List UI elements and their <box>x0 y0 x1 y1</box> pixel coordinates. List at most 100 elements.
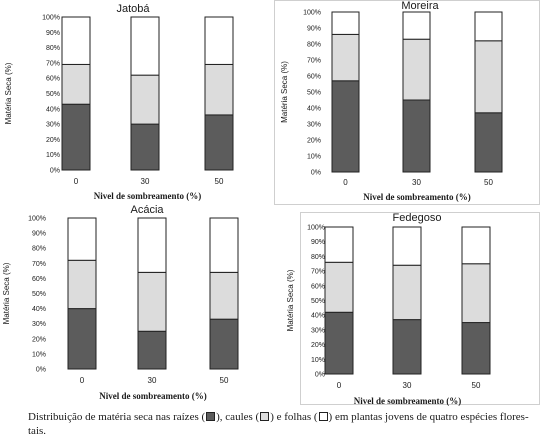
x-tick-label: 50 <box>220 376 229 385</box>
chart-title: Acácia <box>130 204 164 216</box>
bar-segment-caule <box>474 40 503 114</box>
caption-text-3: ) e folhas ( <box>270 411 318 423</box>
y-tick-label: 80% <box>46 45 60 52</box>
chart-svg: Fedegoso 0% 10% 20% 30% 40% 50% 60% 70% 80% 90% 100… <box>286 212 491 406</box>
bar-segment-raiz <box>474 112 503 173</box>
x-tick-label: 50 <box>472 381 481 390</box>
bar-segment-raiz <box>137 330 167 370</box>
y-tick-label: 40% <box>311 313 325 320</box>
bar-segment-folha <box>324 226 354 263</box>
x-tick-label: 30 <box>148 376 157 385</box>
bar-segment-caule <box>461 263 491 324</box>
bar-segment-folha <box>331 11 360 35</box>
bar-segment-raiz <box>324 311 354 375</box>
y-tick-label: 20% <box>311 342 325 349</box>
chart-panel-moreira: Moreira 0% 10% 20% 30% 40% 50% 60% 70% 80% 90% 100%… <box>274 0 540 205</box>
bar-segment-raiz <box>130 123 160 171</box>
bar-segment-caule <box>324 261 354 313</box>
y-tick-label: 100% <box>28 216 46 223</box>
caption-text-5: tais. <box>28 425 47 437</box>
y-tick-label: 20% <box>307 138 321 145</box>
y-tick-label: 100% <box>307 225 325 232</box>
chart-title: Fedegoso <box>393 212 442 224</box>
y-tick-label: 90% <box>46 30 60 37</box>
bar-segment-folha <box>130 16 160 76</box>
bar-segment-folha <box>474 11 503 42</box>
y-tick-label: 0% <box>50 168 60 175</box>
chart-title: Moreira <box>401 0 439 12</box>
y-tick-label: 100% <box>303 10 321 17</box>
bar-segment-raiz <box>402 99 431 173</box>
y-tick-label: 10% <box>307 154 321 161</box>
bar-segment-folha <box>392 226 422 266</box>
y-tick-label: 40% <box>307 106 321 113</box>
bar-segment-raiz <box>392 319 422 375</box>
x-axis-label: Nivel de sombreamento (%) <box>354 396 462 406</box>
y-tick-label: 10% <box>46 152 60 159</box>
y-tick-label: 70% <box>32 261 46 268</box>
y-tick-label: 10% <box>311 357 325 364</box>
y-tick-label: 80% <box>311 254 325 261</box>
y-tick-label: 30% <box>46 122 60 129</box>
x-tick-label: 0 <box>74 177 79 186</box>
y-tick-label: 80% <box>32 246 46 253</box>
x-axis-label: Nivel de sombreamento (%) <box>94 191 202 201</box>
y-tick-label: 90% <box>311 239 325 246</box>
bar-segment-caule <box>137 271 167 332</box>
legend-swatch-caule <box>260 412 270 421</box>
y-tick-label: 60% <box>311 283 325 290</box>
bar-segment-folha <box>61 16 91 65</box>
x-axis-label: Nivel de sombreamento (%) <box>363 192 471 202</box>
x-tick-label: 30 <box>141 177 150 186</box>
y-tick-label: 50% <box>311 298 325 305</box>
bar-segment-caule <box>61 63 91 105</box>
x-tick-label: 30 <box>412 178 421 187</box>
bar-segment-caule <box>67 259 97 310</box>
caption-text-1: Distribuição de matéria seca nas raízes … <box>28 411 206 423</box>
y-tick-label: 70% <box>307 58 321 65</box>
bar-segment-folha <box>461 226 491 265</box>
y-tick-label: 50% <box>32 291 46 298</box>
x-tick-label: 50 <box>484 178 493 187</box>
bar-segment-raiz <box>204 114 234 171</box>
y-tick-label: 70% <box>311 269 325 276</box>
y-tick-label: 0% <box>36 367 46 374</box>
y-tick-label: 80% <box>307 42 321 49</box>
bar-segment-caule <box>331 33 360 82</box>
bar-segment-caule <box>204 63 234 116</box>
y-tick-label: 0% <box>315 372 325 379</box>
bar-segment-folha <box>204 16 234 65</box>
y-tick-label: 60% <box>307 74 321 81</box>
y-tick-label: 100% <box>42 15 60 22</box>
bar-segment-raiz <box>331 80 360 173</box>
bar-segment-raiz <box>461 322 491 375</box>
bar-segment-folha <box>402 11 431 40</box>
y-tick-label: 50% <box>46 91 60 98</box>
x-axis-label: Nivel de sombreamento (%) <box>99 391 207 401</box>
y-axis-label: Matéria Seca (%) <box>2 262 11 324</box>
y-axis-label: Matéria Seca (%) <box>4 62 13 124</box>
y-tick-label: 60% <box>46 76 60 83</box>
y-tick-label: 50% <box>307 90 321 97</box>
y-tick-label: 60% <box>32 276 46 283</box>
y-tick-label: 30% <box>311 327 325 334</box>
figure-caption: Distribuição de matéria seca nas raízes … <box>28 410 536 438</box>
legend-swatch-folha <box>318 412 328 421</box>
y-tick-label: 30% <box>32 321 46 328</box>
x-tick-label: 50 <box>215 177 224 186</box>
bar-segment-caule <box>130 74 160 125</box>
chart-panel-jatoba: Jatobá 0% 10% 20% 30% 40% 50% 60% 70% 80% 90% 100% M… <box>0 0 272 205</box>
caption-text-4: ) em plantas jovens de quatro espécies f… <box>328 411 529 423</box>
chart-panel-acacia: Acácia 0% 10% 20% 30% 40% 50% 60% 70% 80% 90% 100% M… <box>0 204 272 405</box>
x-tick-label: 30 <box>403 381 412 390</box>
y-tick-label: 30% <box>307 122 321 129</box>
chart-title: Jatobá <box>116 3 150 15</box>
y-tick-label: 10% <box>32 351 46 358</box>
y-tick-label: 40% <box>46 106 60 113</box>
bar-segment-caule <box>209 271 239 320</box>
chart-svg: Acácia 0% 10% 20% 30% 40% 50% 60% 70% 80% 90% 100% M… <box>2 204 239 401</box>
y-axis-label: Matéria Seca (%) <box>280 61 289 123</box>
bar-segment-raiz <box>61 103 91 171</box>
chart-panel-fedegoso: Fedegoso 0% 10% 20% 30% 40% 50% 60% 70% 80% 90% 100… <box>286 212 540 406</box>
bar-segment-caule <box>402 38 431 101</box>
